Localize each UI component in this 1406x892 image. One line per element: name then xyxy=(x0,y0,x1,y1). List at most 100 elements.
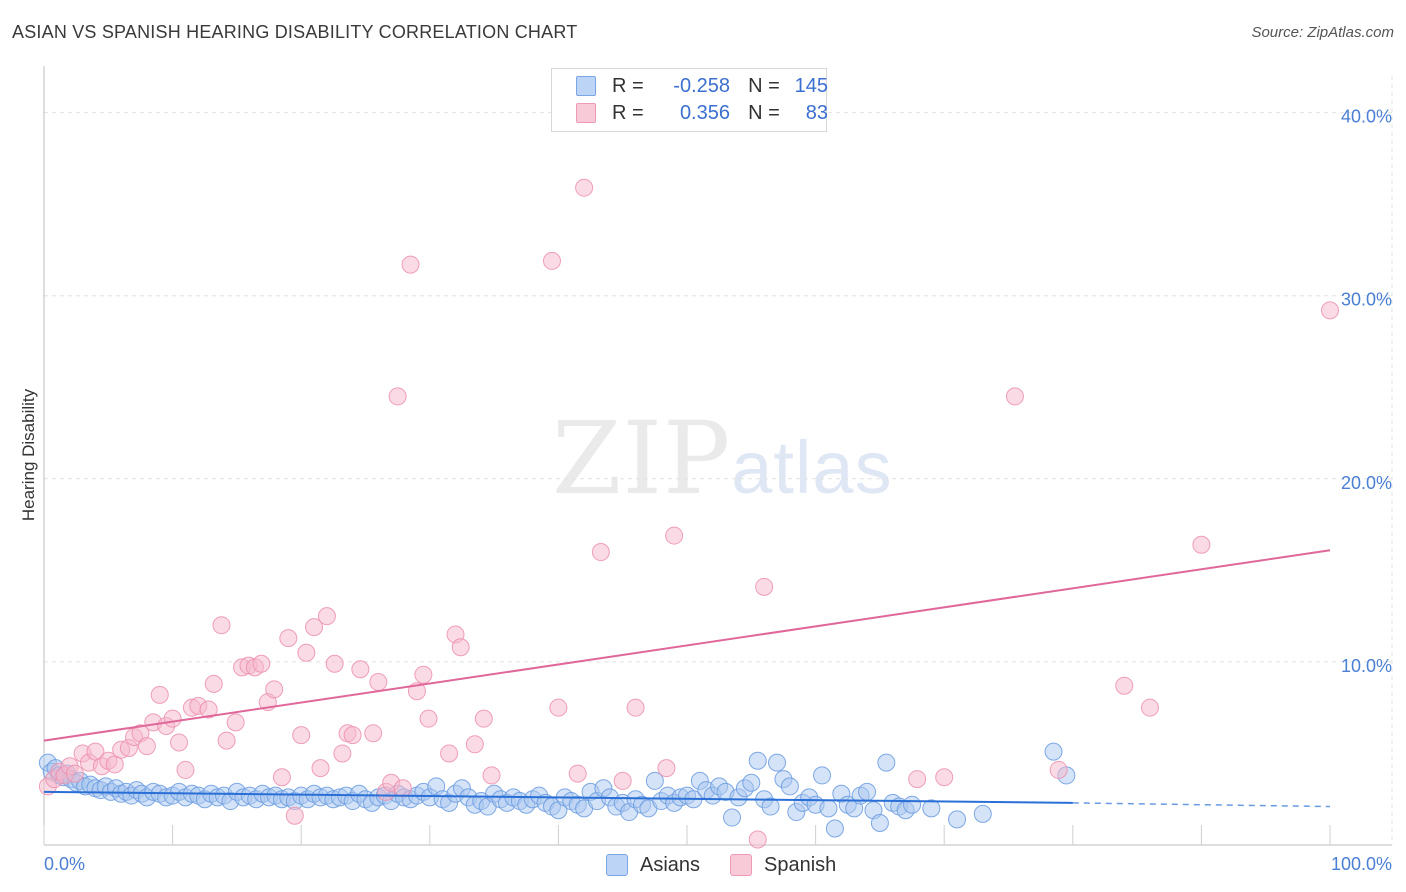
spanish-point xyxy=(591,543,610,562)
y-axis-title: Hearing Disability xyxy=(19,388,38,521)
legend-n-label: N = xyxy=(748,101,780,124)
y-tick-label: 20.0% xyxy=(1341,473,1392,493)
y-tick-label: 10.0% xyxy=(1341,656,1392,676)
trend-lines xyxy=(43,549,1331,808)
spanish-point xyxy=(1115,676,1134,695)
spanish-point xyxy=(137,737,156,756)
asians-point xyxy=(813,766,832,785)
legend-r-value: -0.258 xyxy=(673,74,730,97)
spanish-point xyxy=(317,607,336,626)
legend-n-value: 83 xyxy=(805,101,828,124)
spanish-point xyxy=(204,674,223,693)
spanish-point xyxy=(311,759,330,778)
spanish-point xyxy=(755,577,774,596)
legend-row-spanish: R = 0.356 N = 83 xyxy=(576,100,828,126)
spanish-point xyxy=(1321,301,1339,320)
asians-point xyxy=(748,751,767,770)
spanish-point xyxy=(333,744,352,763)
spanish-point xyxy=(474,709,493,728)
legend-r-value: 0.356 xyxy=(679,101,730,124)
source-label: Source: ZipAtlas.com xyxy=(1251,24,1394,41)
spanish-point xyxy=(542,251,561,270)
spanish-points xyxy=(38,178,1339,849)
y-ticks: 10.0% 20.0% 30.0% 40.0% xyxy=(1341,107,1392,676)
spanish-point xyxy=(575,178,594,197)
spanish-point xyxy=(199,700,218,719)
grid xyxy=(44,76,1393,845)
asians-point xyxy=(819,799,838,818)
spanish-point xyxy=(65,764,84,783)
spanish-point xyxy=(401,255,420,274)
chart-title: ASIAN VS SPANISH HEARING DISABILITY CORR… xyxy=(12,22,578,42)
spanish-swatch xyxy=(730,854,752,876)
spanish-point xyxy=(748,830,767,849)
spanish-point xyxy=(1049,760,1068,779)
asians-point xyxy=(877,753,896,772)
spanish-point xyxy=(297,643,316,662)
spanish-point xyxy=(325,654,344,673)
bottom-legend-spanish: Spanish xyxy=(730,852,836,878)
asians-point xyxy=(903,795,922,814)
asians-point xyxy=(922,799,941,818)
spanish-point xyxy=(393,779,412,798)
legend-n-label: N = xyxy=(748,74,780,97)
x-tick-min: 0.0% xyxy=(44,854,85,874)
spanish-point xyxy=(1192,535,1211,554)
spanish-point xyxy=(285,806,304,825)
spanish-point xyxy=(549,698,568,717)
spanish-point xyxy=(226,713,245,732)
spanish-point xyxy=(272,768,291,787)
legend-r-label: R = xyxy=(612,74,644,97)
spanish-point xyxy=(176,760,195,779)
spanish-point xyxy=(217,731,236,750)
asians-point xyxy=(780,777,799,796)
spanish-point xyxy=(1140,698,1159,717)
spanish-trend-line xyxy=(43,549,1331,742)
asians-point xyxy=(973,804,992,823)
legend-row-asians: R = -0.258 N = 145 xyxy=(576,73,828,99)
y-tick-label: 30.0% xyxy=(1341,290,1392,310)
spanish-point xyxy=(265,680,284,699)
legend-n-value: 145 xyxy=(794,74,828,97)
spanish-point xyxy=(351,660,370,679)
asians-legend-label: Asians xyxy=(640,853,701,876)
spanish-point xyxy=(163,709,182,728)
asians-swatch xyxy=(576,76,596,96)
spanish-point xyxy=(414,665,433,684)
asians-point xyxy=(645,771,664,790)
spanish-point xyxy=(935,768,954,787)
asians-trend-extension xyxy=(1072,802,1331,808)
spanish-point xyxy=(1005,387,1024,406)
axes xyxy=(43,66,1392,846)
spanish-point xyxy=(482,766,501,785)
asians-swatch xyxy=(606,854,628,876)
spanish-point xyxy=(465,735,484,754)
asians-trend-line xyxy=(43,790,1073,804)
asians-point xyxy=(858,782,877,801)
asians-points xyxy=(38,742,1076,838)
spanish-point xyxy=(170,733,189,752)
spanish-legend-label: Spanish xyxy=(764,853,837,876)
bottom-legend-asians: Asians xyxy=(606,852,700,878)
spanish-point xyxy=(440,744,459,763)
spanish-point xyxy=(419,709,438,728)
spanish-point xyxy=(451,638,470,657)
legend-r-label: R = xyxy=(612,101,644,124)
spanish-point xyxy=(305,618,324,637)
spanish-point xyxy=(369,673,388,692)
spanish-point xyxy=(568,764,587,783)
spanish-point xyxy=(252,654,271,673)
spanish-point xyxy=(657,759,676,778)
spanish-point xyxy=(343,726,362,745)
asians-point xyxy=(1044,742,1063,761)
asians-point xyxy=(742,773,761,792)
spanish-point xyxy=(665,526,684,545)
spanish-point xyxy=(212,616,231,635)
spanish-point xyxy=(626,698,645,717)
spanish-point xyxy=(279,629,298,648)
asians-point xyxy=(723,808,742,827)
spanish-point xyxy=(613,771,632,790)
spanish-point xyxy=(364,724,383,743)
spanish-point xyxy=(292,726,311,745)
